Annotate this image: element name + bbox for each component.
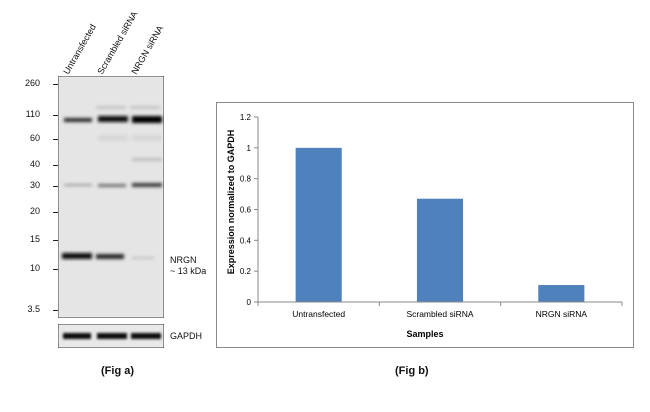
mw-marker-20: 20 xyxy=(29,206,40,216)
mw-tick xyxy=(53,139,59,140)
lane-label-nrgn-sirna: NRGN siRNA xyxy=(129,23,166,76)
mw-tick xyxy=(53,115,59,116)
x-tick-label: Scrambled siRNA xyxy=(406,309,473,319)
figure-caption-a: (Fig a) xyxy=(101,365,134,377)
mw-tick xyxy=(53,310,59,311)
lane-label-untransfected: Untransfected xyxy=(61,22,99,76)
mw-marker-10: 10 xyxy=(29,263,40,273)
y-tick-label: 1 xyxy=(247,144,252,153)
bars xyxy=(295,147,585,302)
band-size-label: ~ 13 kDa xyxy=(170,266,207,276)
bar-chart: 0 0.2 0.4 0.6 0.8 1 1.2 Untransfected Scrambled… xyxy=(226,113,623,339)
y-axis-label: Expression normalized to GAPDH xyxy=(226,130,236,275)
mw-marker-260: 260 xyxy=(24,78,40,88)
y-axis: 0 0.2 0.4 0.6 0.8 1 1.2 xyxy=(240,113,259,307)
y-tick-label: 0 xyxy=(247,298,252,307)
y-tick-label: 0.8 xyxy=(240,175,252,184)
y-tick-label: 0.4 xyxy=(240,236,252,245)
mw-marker-40: 40 xyxy=(29,159,40,169)
bar-untransfected xyxy=(295,147,342,302)
bar-scrambled-sirna xyxy=(416,198,464,302)
blot-gapdh-panel xyxy=(58,324,164,348)
x-tick-label: Untransfected xyxy=(292,309,345,319)
y-tick-label: 1.2 xyxy=(240,113,252,122)
mw-tick xyxy=(53,186,59,187)
figure-caption-b: (Fig b) xyxy=(395,365,429,377)
mw-tick xyxy=(53,84,59,85)
blot-band-nrgn xyxy=(62,253,92,259)
mw-marker-110: 110 xyxy=(25,109,40,119)
band-label-nrgn: NRGN xyxy=(170,255,197,265)
blot-band xyxy=(132,116,162,123)
loading-control-label: GAPDH xyxy=(170,331,203,341)
blot-band-gapdh xyxy=(63,333,91,339)
mw-marker-3-5: 3.5 xyxy=(27,304,40,314)
blot-band-nrgn xyxy=(132,257,154,259)
mw-tick xyxy=(53,212,59,213)
blot-band xyxy=(98,116,128,122)
blot-band xyxy=(132,183,162,187)
blot-band-nrgn xyxy=(96,254,124,259)
mw-marker-60: 60 xyxy=(29,133,40,143)
mw-tick xyxy=(53,269,59,270)
bar-nrgn-sirna xyxy=(538,285,585,302)
mw-marker-30: 30 xyxy=(29,180,40,190)
y-tick-label: 0.6 xyxy=(240,206,252,215)
bar-chart-frame xyxy=(216,102,634,348)
mw-tick xyxy=(53,165,59,166)
mw-marker-15: 15 xyxy=(29,234,40,244)
x-axis: Untransfected Scrambled siRNA NRGN siRNA xyxy=(257,301,623,319)
mw-tick xyxy=(53,240,59,241)
x-tick-label: NRGN siRNA xyxy=(536,309,588,319)
blot-main-panel xyxy=(58,76,164,318)
blot-band xyxy=(64,118,92,122)
blot-band-gapdh xyxy=(131,333,161,339)
y-tick-label: 0.2 xyxy=(240,267,252,276)
blot-band-gapdh xyxy=(97,333,127,339)
x-axis-label: Samples xyxy=(406,329,443,339)
